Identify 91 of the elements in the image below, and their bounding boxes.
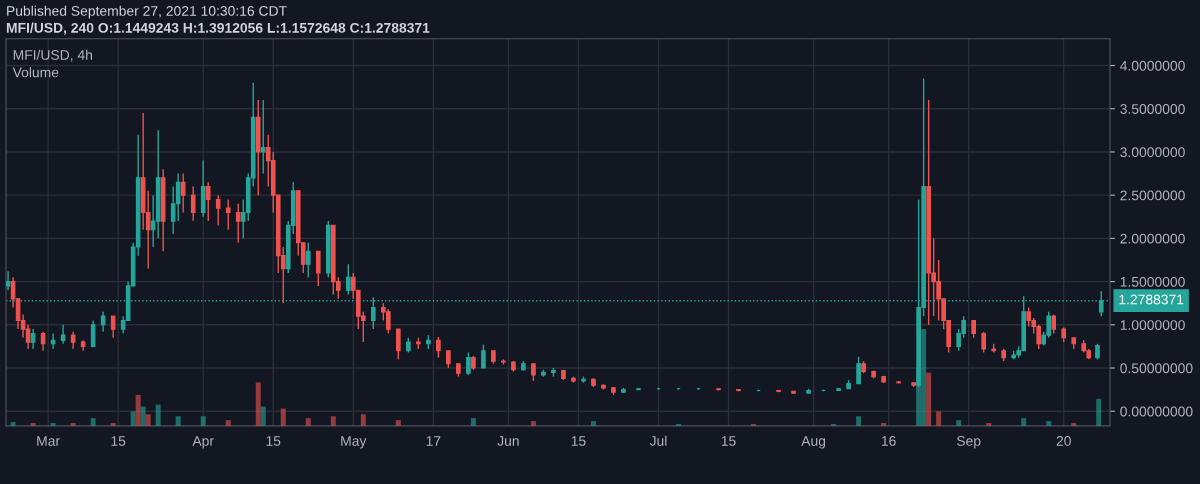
candlestick: [345, 263, 351, 296]
bar: [1096, 398, 1102, 426]
y-tick-label: 0.50000000: [1120, 363, 1193, 374]
candlestick: [396, 328, 401, 361]
candlestick: [436, 336, 441, 359]
bar: [856, 416, 862, 426]
candlestick: [225, 198, 231, 231]
candlestick: [481, 343, 486, 369]
candlestick: [40, 331, 46, 352]
candlestick: [25, 324, 31, 350]
candlestick: [205, 181, 211, 222]
x-tick-label: 15: [571, 436, 586, 446]
bar: [10, 422, 16, 426]
bar: [395, 420, 401, 426]
candlestick: [180, 172, 186, 214]
bar: [90, 418, 96, 426]
chart-subtitle: MFI/USD, 240 O:1.1449243 H:1.3912056 L:1.1572648 C:1.2788371: [6, 22, 430, 35]
x-tick-label: Aug: [801, 436, 826, 449]
candlestick: [60, 324, 66, 345]
bar: [280, 408, 286, 426]
candlestick: [856, 356, 861, 385]
bar: [936, 411, 942, 426]
x-tick-label: Jul: [649, 435, 667, 446]
bar: [225, 420, 231, 426]
bar: [360, 414, 366, 426]
bar: [986, 423, 992, 426]
x-tick-label: Apr: [192, 436, 214, 449]
bar: [1046, 421, 1052, 426]
y-tick-label: 2.0000000: [1120, 233, 1185, 244]
bar: [305, 418, 311, 426]
candlestick: [30, 328, 36, 350]
candlestick: [315, 250, 321, 287]
x-tick-label: 15: [111, 436, 126, 446]
candlestick: [190, 185, 196, 222]
x-tick-label: 17: [426, 436, 441, 446]
chart-title: Volume: [12, 67, 59, 78]
candlestick: [50, 332, 56, 350]
x-tick-label: Jun: [497, 436, 519, 446]
y-tick-label: 4.0000000: [1120, 60, 1185, 71]
bar: [135, 394, 141, 426]
candlestick: [235, 203, 241, 244]
x-tick-label: Sep: [956, 436, 981, 449]
bar: [881, 423, 887, 426]
bar: [1071, 423, 1077, 426]
y-tick-label: 3.5000000: [1120, 104, 1185, 114]
y-tick-label: 2.5000000: [1120, 190, 1185, 201]
candlestick: [260, 99, 266, 175]
candlestick: [1051, 313, 1057, 335]
y-tick-label: 3.0000000: [1120, 147, 1185, 158]
bar: [110, 423, 116, 426]
bar: [255, 382, 261, 426]
bar: [590, 421, 596, 426]
y-tick-label: 1.0000000: [1120, 320, 1185, 330]
ref-line-label: 1.2788371: [1119, 294, 1184, 305]
candlestick: [1098, 290, 1104, 317]
candlestick: [981, 331, 986, 354]
x-tick-label: 20: [1056, 436, 1071, 446]
bar: [145, 414, 151, 426]
candlestick: [110, 315, 116, 339]
candlestick: [1026, 306, 1032, 328]
bar: [530, 421, 536, 426]
bar: [956, 420, 962, 426]
bar: [175, 416, 181, 426]
candlestick: [100, 311, 106, 333]
y-tick-label: 0.00000000: [1120, 406, 1193, 417]
candlestick: [215, 194, 221, 227]
x-tick-label: 15: [266, 436, 281, 446]
bar: [70, 423, 76, 426]
candlestick: [6, 270, 11, 291]
bar: [50, 423, 56, 426]
chart-title: Published September 27, 2021 10:30:16 CDT: [7, 5, 287, 19]
bar: [200, 416, 206, 426]
bar: [260, 406, 266, 426]
candlestick: [175, 172, 181, 222]
bar: [330, 416, 336, 426]
y-tick-label: 1.5000000: [1120, 276, 1185, 287]
bar: [1021, 418, 1027, 426]
bar: [470, 418, 476, 426]
bar: [926, 372, 932, 426]
bar: [30, 423, 36, 426]
bar: [155, 404, 161, 426]
x-tick-label: 15: [721, 436, 736, 446]
candlestick: [466, 351, 471, 376]
bar: [140, 406, 146, 426]
x-tick-label: May: [341, 436, 367, 449]
x-tick-label: 16: [881, 436, 896, 446]
candlestick: [90, 319, 96, 348]
bar: [130, 411, 136, 426]
x-tick-label: Mar: [37, 436, 60, 446]
annotation: MFI/USD, 4h: [13, 49, 92, 62]
candlestick: [305, 241, 311, 278]
